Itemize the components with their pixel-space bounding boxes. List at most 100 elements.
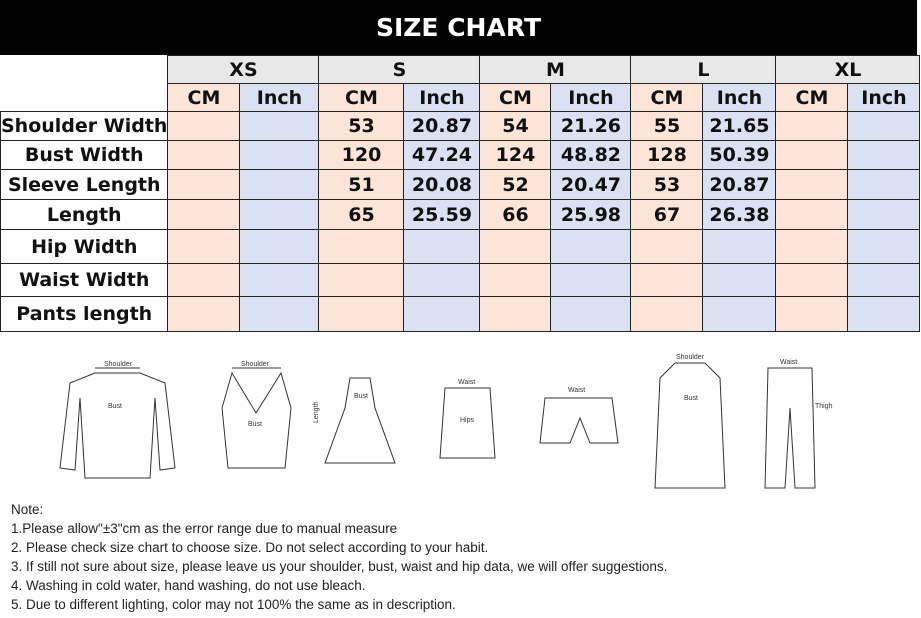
unit-header-cm: CM	[479, 83, 552, 112]
value-cell	[775, 263, 849, 297]
value-cell	[847, 296, 921, 332]
value-cell: 48.82	[550, 140, 632, 170]
size-header-xs: XS	[167, 55, 320, 84]
row-label: Sleeve Length	[0, 169, 169, 200]
unit-header-row: CM Inch CM Inch CM Inch CM Inch CM Inch	[1, 83, 921, 112]
size-header-l: L	[630, 55, 777, 84]
value-cell	[239, 199, 320, 230]
value-cell	[550, 229, 632, 264]
value-cell	[775, 199, 849, 230]
svg-text:Bust: Bust	[248, 421, 262, 428]
value-cell	[775, 229, 849, 264]
value-cell	[775, 140, 849, 170]
value-cell	[403, 296, 481, 332]
value-cell	[479, 296, 552, 332]
pants-illustration: Waist Thigh	[764, 359, 833, 489]
value-cell	[167, 169, 241, 200]
table-row: Length 65 25.59 66 25.98 67 26.38	[0, 199, 921, 230]
value-cell	[167, 263, 241, 297]
svg-text:Shoulder: Shoulder	[676, 354, 705, 361]
value-cell: 20.47	[550, 169, 632, 200]
note-item: 1.Please allow"±3"cm as the error range …	[11, 521, 398, 536]
value-cell	[239, 111, 320, 141]
value-cell: 26.38	[702, 199, 777, 230]
notes-section: Note: 1.Please allow"±3"cm as the error …	[11, 500, 667, 614]
value-cell	[167, 296, 241, 332]
value-cell	[847, 263, 921, 297]
value-cell	[630, 229, 704, 264]
size-header-s: S	[318, 55, 481, 84]
value-cell: 55	[630, 111, 704, 141]
row-label: Hip Width	[0, 229, 169, 264]
value-cell	[702, 229, 777, 264]
svg-text:Shoulder: Shoulder	[241, 361, 270, 368]
value-cell	[775, 111, 849, 141]
row-label: Shoulder Width	[0, 111, 169, 141]
svg-text:Bust: Bust	[108, 403, 122, 410]
vest-illustration: Shoulder Bust	[221, 361, 292, 469]
svg-text:Thigh: Thigh	[815, 403, 833, 410]
shorts-illustration: Waist	[539, 387, 619, 444]
skirt-illustration: Waist Hips	[439, 379, 496, 459]
row-label: Bust Width	[0, 140, 169, 170]
unit-header-cm: CM	[167, 83, 241, 112]
blouse-illustration: Shoulder Bust	[59, 361, 176, 479]
value-cell	[239, 140, 320, 170]
value-cell: 21.26	[550, 111, 632, 141]
value-cell: 66	[479, 199, 552, 230]
value-cell	[318, 263, 405, 297]
svg-text:Waist: Waist	[458, 379, 475, 386]
svg-text:Waist: Waist	[780, 359, 797, 366]
value-cell	[239, 296, 320, 332]
value-cell	[847, 169, 921, 200]
value-cell	[775, 169, 849, 200]
value-cell	[847, 199, 921, 230]
table-row: Hip Width	[0, 229, 921, 264]
svg-text:Bust: Bust	[684, 395, 698, 402]
value-cell	[239, 169, 320, 200]
value-cell	[702, 296, 777, 332]
value-cell: 54	[479, 111, 552, 141]
unit-header-inch: Inch	[847, 83, 921, 112]
note-item: 5. Due to different lighting, color may …	[11, 597, 456, 612]
size-header-xl: XL	[775, 55, 921, 84]
table-row: Pants length	[0, 296, 921, 332]
label-shoulder: Shoulder	[104, 361, 133, 368]
value-cell	[702, 263, 777, 297]
value-cell	[847, 229, 921, 264]
value-cell: 50.39	[702, 140, 777, 170]
size-table: XS S M L XL CM Inch CM Inch CM Inch CM Inch CM Inch Sho…	[0, 55, 921, 332]
value-cell: 20.08	[403, 169, 481, 200]
value-cell	[630, 296, 704, 332]
value-cell: 20.87	[702, 169, 777, 200]
value-cell	[167, 111, 241, 141]
size-header-row: XS S M L XL	[0, 55, 921, 112]
value-cell	[239, 229, 320, 264]
value-cell: 20.87	[403, 111, 481, 141]
size-chart-title: SIZE CHART	[0, 0, 917, 55]
unit-header-cm: CM	[630, 83, 704, 112]
garment-illustrations: Shoulder Bust Shoulder Bust Bust Length …	[59, 354, 833, 489]
value-cell: 21.65	[702, 111, 777, 141]
value-cell	[167, 140, 241, 170]
unit-header-cm: CM	[775, 83, 849, 112]
dress-illustration: Bust Length	[313, 377, 396, 464]
value-cell	[847, 111, 921, 141]
notes-heading: Note:	[11, 502, 44, 517]
value-cell	[479, 263, 552, 297]
unit-header-cm: CM	[318, 83, 405, 112]
svg-text:Length: Length	[313, 401, 320, 423]
value-cell	[479, 229, 552, 264]
note-item: 3. If still not sure about size, please …	[11, 559, 668, 574]
value-cell	[167, 199, 241, 230]
size-header-m: M	[479, 55, 632, 84]
value-cell	[550, 263, 632, 297]
table-row: Sleeve Length 51 20.08 52 20.47 53 20.87	[0, 169, 921, 200]
value-cell	[318, 296, 405, 332]
svg-text:Hips: Hips	[460, 417, 475, 424]
value-cell	[847, 140, 921, 170]
value-cell: 65	[318, 199, 405, 230]
value-cell	[550, 296, 632, 332]
table-row: Waist Width	[0, 263, 921, 297]
